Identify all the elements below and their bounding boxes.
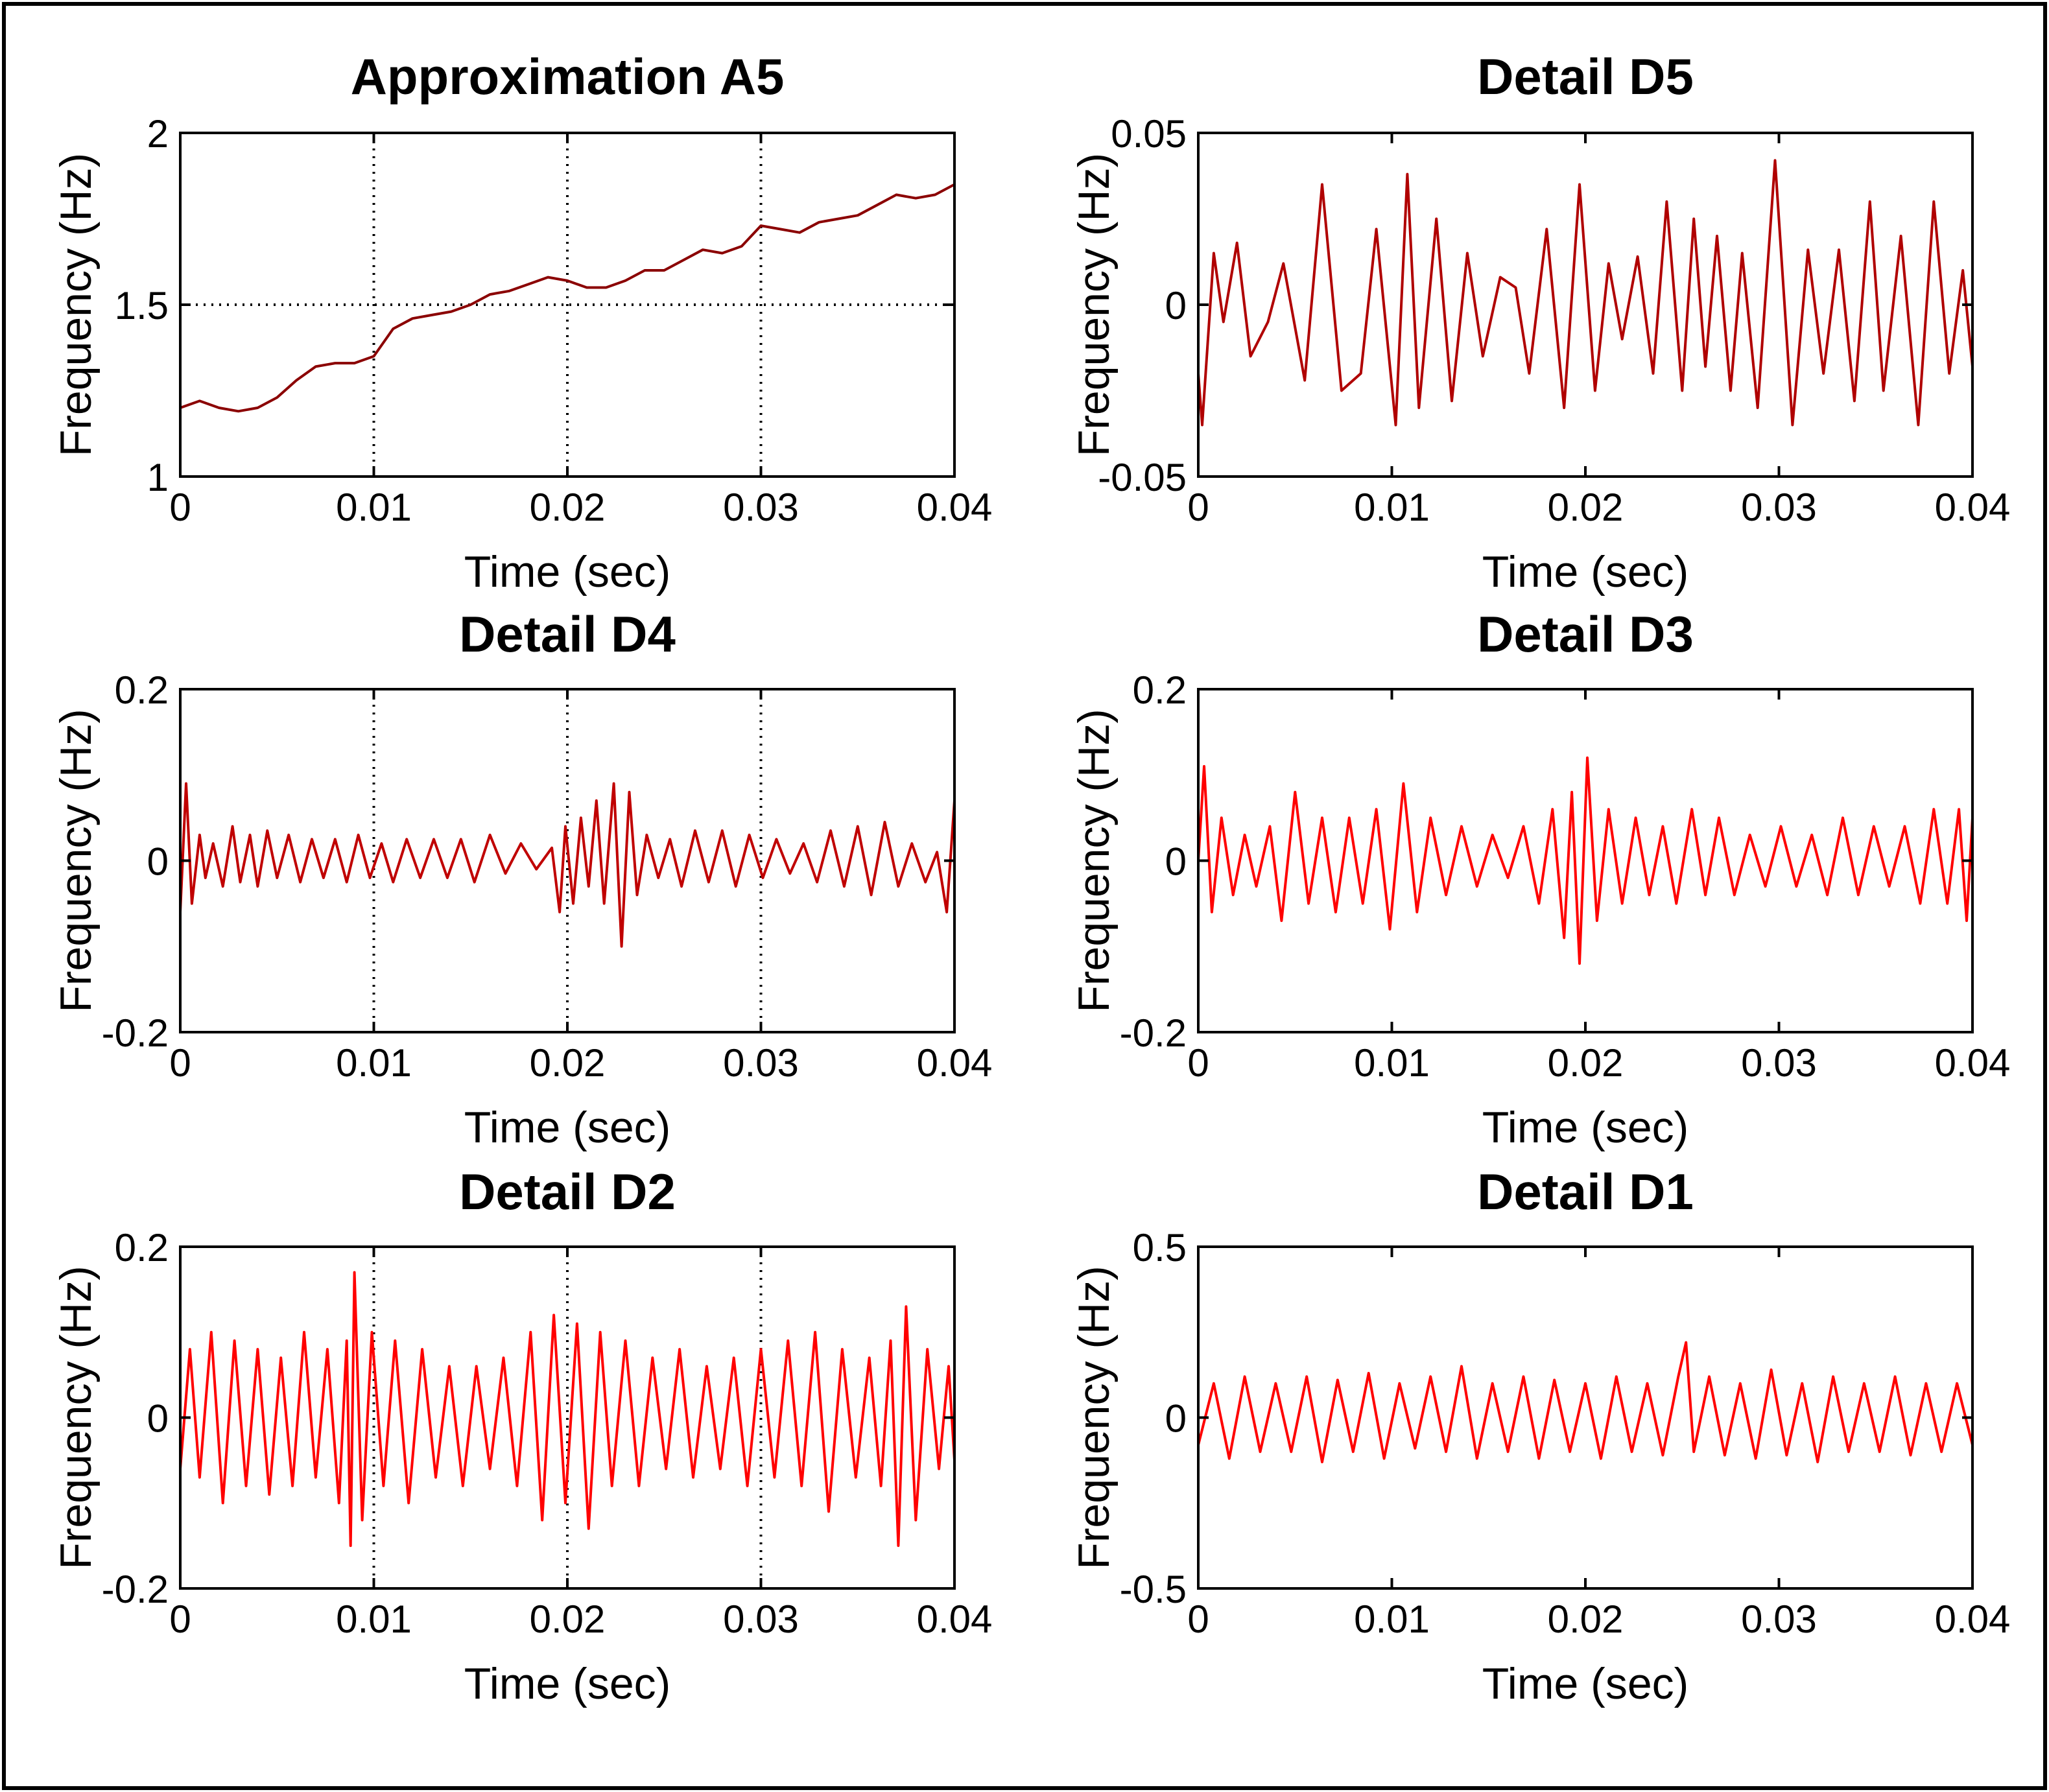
x-tick-label: 0.04 bbox=[1935, 1597, 2011, 1641]
plot-area bbox=[180, 1247, 954, 1588]
x-tick-label: 0.02 bbox=[530, 1041, 606, 1085]
y-tick-label: 0.2 bbox=[115, 1226, 169, 1269]
y-tick-label: 0.2 bbox=[1133, 668, 1187, 712]
plot-area bbox=[1198, 1247, 1972, 1588]
x-tick-label: 0.01 bbox=[1354, 1041, 1430, 1085]
x-tick-label: 0.03 bbox=[723, 1597, 799, 1641]
x-tick-label: 0.01 bbox=[336, 1041, 412, 1085]
x-axis-label: Time (sec) bbox=[464, 1103, 671, 1152]
x-tick-label: 0.03 bbox=[1741, 486, 1817, 529]
y-tick-label: -0.05 bbox=[1098, 456, 1187, 499]
y-tick-label: 0 bbox=[1165, 1397, 1187, 1441]
y-tick-label: 1 bbox=[147, 456, 169, 499]
x-tick-label: 0.01 bbox=[336, 486, 412, 529]
x-tick-label: 0 bbox=[1187, 1597, 1209, 1641]
x-axis-label: Time (sec) bbox=[464, 547, 671, 596]
x-tick-label: 0.03 bbox=[1741, 1597, 1817, 1641]
x-axis-label: Time (sec) bbox=[464, 1659, 671, 1708]
x-axis-label: Time (sec) bbox=[1482, 547, 1689, 596]
x-tick-label: 0 bbox=[169, 1597, 191, 1641]
x-tick-label: 0.03 bbox=[723, 1041, 799, 1085]
x-tick-label: 0.01 bbox=[1354, 486, 1430, 529]
y-axis-label: Frequency (Hz) bbox=[1069, 709, 1119, 1013]
series-line bbox=[1197, 159, 1974, 427]
x-tick-label: 0.01 bbox=[336, 1597, 412, 1641]
y-tick-label: 0.05 bbox=[1111, 112, 1187, 156]
y-axis-label: Frequency (Hz) bbox=[51, 709, 101, 1013]
series-line bbox=[1197, 756, 1974, 965]
x-tick-label: 0.04 bbox=[917, 486, 993, 529]
x-tick-label: 0.03 bbox=[723, 486, 799, 529]
y-tick-label: 0 bbox=[147, 840, 169, 884]
y-tick-label: 0.2 bbox=[115, 668, 169, 712]
y-tick-label: -0.5 bbox=[1120, 1568, 1187, 1611]
chart-title: Approximation A5 bbox=[351, 48, 785, 105]
y-tick-label: 0 bbox=[1165, 840, 1187, 884]
chart-title: Detail D3 bbox=[1477, 606, 1694, 663]
x-tick-label: 0.04 bbox=[917, 1041, 993, 1085]
y-tick-label: 0 bbox=[1165, 284, 1187, 327]
x-tick-label: 0.02 bbox=[1548, 1041, 1624, 1085]
chart-title: Detail D5 bbox=[1477, 48, 1694, 105]
x-axis-label: Time (sec) bbox=[1482, 1103, 1689, 1152]
x-tick-label: 0.02 bbox=[530, 1597, 606, 1641]
y-tick-label: 0 bbox=[147, 1397, 169, 1441]
y-tick-label: 2 bbox=[147, 112, 169, 156]
x-tick-label: 0.02 bbox=[1548, 486, 1624, 529]
x-tick-label: 0.03 bbox=[1741, 1041, 1817, 1085]
x-tick-label: 0 bbox=[1187, 486, 1209, 529]
x-tick-label: 0.04 bbox=[1935, 486, 2011, 529]
x-tick-label: 0 bbox=[169, 486, 191, 529]
x-tick-label: 0.04 bbox=[1935, 1041, 2011, 1085]
chart-title: Detail D4 bbox=[459, 606, 676, 663]
x-axis-label: Time (sec) bbox=[1482, 1659, 1689, 1708]
series-line bbox=[180, 183, 955, 413]
y-axis-label: Frequency (Hz) bbox=[51, 153, 101, 457]
x-tick-label: 0.04 bbox=[917, 1597, 993, 1641]
chart-title: Detail D1 bbox=[1477, 1163, 1694, 1220]
y-tick-label: -0.2 bbox=[1120, 1011, 1187, 1055]
x-tick-label: 0.02 bbox=[1548, 1597, 1624, 1641]
x-tick-label: 0.01 bbox=[1354, 1597, 1430, 1641]
y-tick-label: 1.5 bbox=[115, 284, 169, 327]
x-tick-label: 0 bbox=[169, 1041, 191, 1085]
plot-area bbox=[1198, 133, 1972, 477]
x-tick-label: 0.02 bbox=[530, 486, 606, 529]
x-tick-label: 0 bbox=[1187, 1041, 1209, 1085]
y-tick-label: -0.2 bbox=[102, 1568, 169, 1611]
y-axis-label: Frequency (Hz) bbox=[1069, 1266, 1119, 1570]
chart-title: Detail D2 bbox=[459, 1163, 676, 1220]
y-tick-label: -0.2 bbox=[102, 1011, 169, 1055]
series-line bbox=[179, 782, 956, 948]
chart-panel-1: 0 0.01 0.02 0.03 0.04 1 1.5 2 Approximation A5 Ti… bbox=[51, 48, 992, 596]
series-line bbox=[1197, 1341, 1974, 1463]
y-axis-label: Frequency (Hz) bbox=[51, 1266, 101, 1570]
series-line bbox=[179, 1271, 956, 1548]
y-tick-label: 0.5 bbox=[1133, 1226, 1187, 1269]
y-axis-label: Frequency (Hz) bbox=[1069, 153, 1119, 457]
